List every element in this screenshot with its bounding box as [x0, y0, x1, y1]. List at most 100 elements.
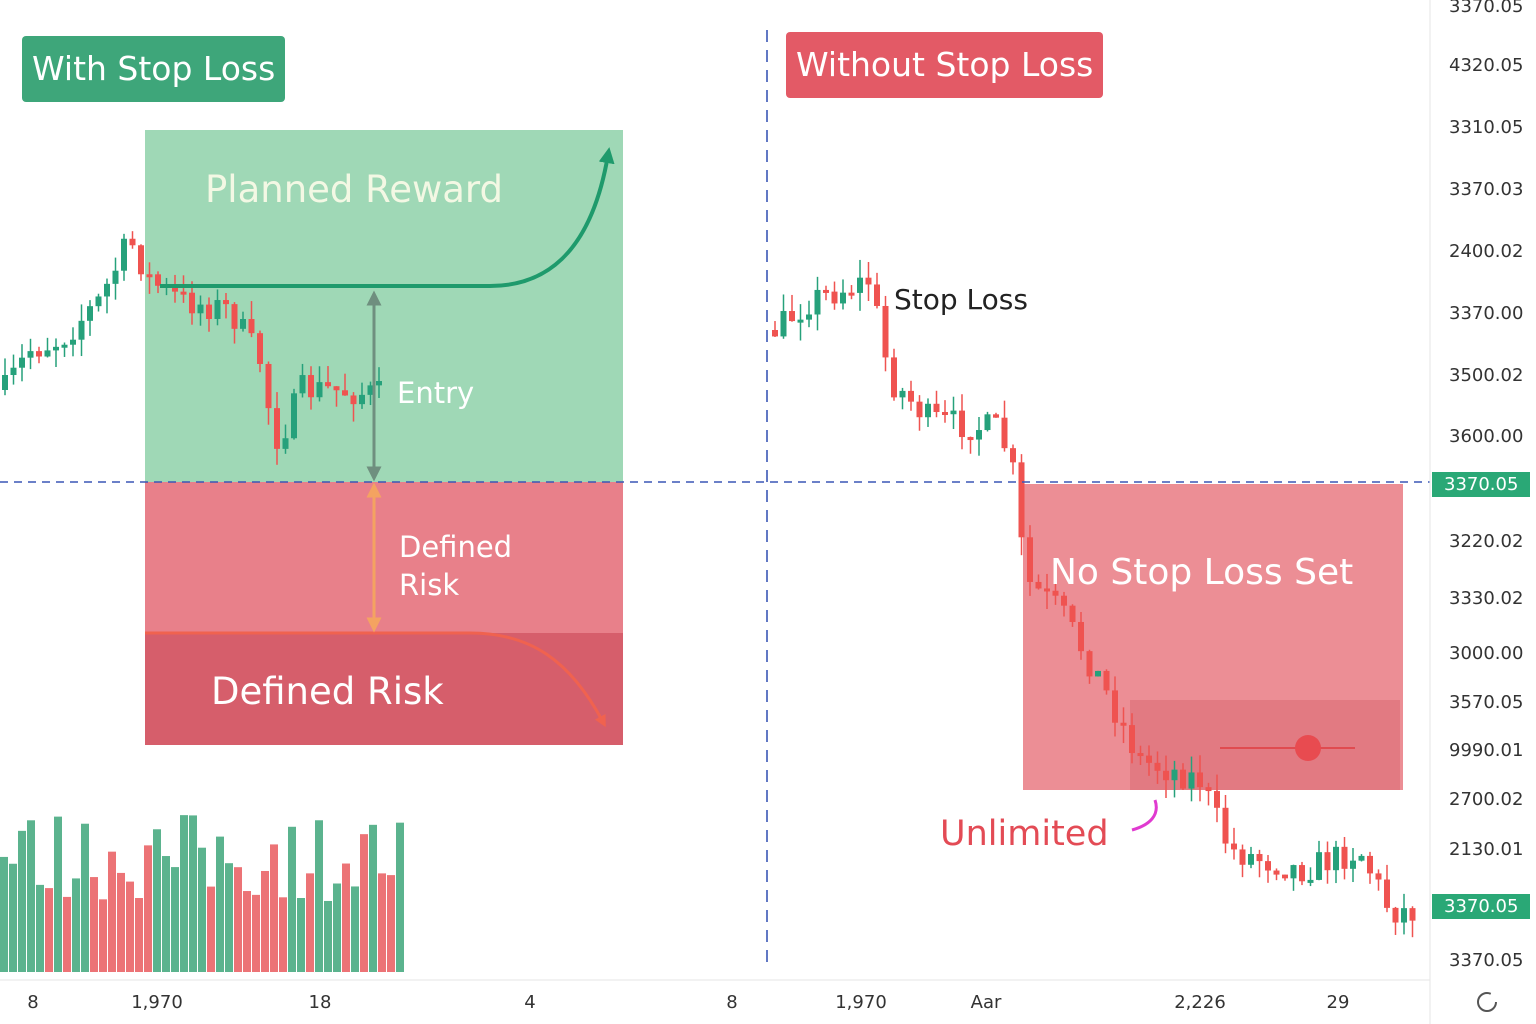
volume-bar: [225, 863, 233, 972]
candle: [342, 390, 348, 396]
candle: [180, 291, 187, 295]
candle: [155, 274, 161, 286]
volume-bar: [0, 856, 8, 972]
candle: [223, 300, 229, 305]
volume-bar: [306, 873, 314, 972]
candle: [1222, 807, 1229, 844]
candle: [1010, 448, 1016, 463]
candle: [53, 346, 59, 351]
candle: [27, 351, 34, 358]
candle: [1061, 595, 1067, 606]
candle: [1001, 417, 1008, 449]
volume-bars: [0, 815, 404, 972]
volume-bar: [72, 878, 80, 972]
candle: [121, 238, 127, 271]
time-label: Aar: [970, 992, 1002, 1013]
candle: [189, 292, 195, 314]
volume-bar: [333, 883, 341, 972]
candle: [129, 238, 136, 246]
volume-bar: [81, 823, 89, 972]
candle: [138, 245, 144, 275]
price-label: 3370.05: [1432, 472, 1531, 497]
candle: [316, 382, 323, 398]
volume-bar: [153, 829, 161, 972]
candle: [959, 410, 965, 438]
price-label: 3370.05: [1449, 0, 1524, 17]
candle: [1205, 787, 1212, 792]
volume-bar: [27, 820, 35, 972]
time-label: 1,970: [131, 992, 183, 1013]
candle: [1086, 651, 1093, 677]
candle: [1265, 861, 1271, 871]
volume-bar: [180, 815, 188, 972]
candle: [1324, 852, 1331, 871]
volume-bar: [99, 899, 107, 972]
volume-bar: [198, 847, 206, 972]
candle: [1316, 852, 1322, 880]
candle: [104, 283, 110, 297]
candle: [1282, 874, 1288, 879]
time-label: 4: [524, 992, 536, 1013]
candle: [967, 437, 974, 441]
candle: [2, 375, 8, 390]
volume-bar: [315, 820, 323, 972]
candle: [899, 390, 906, 398]
candle: [1112, 690, 1118, 723]
candle: [882, 305, 889, 358]
volume-bar: [162, 856, 170, 972]
candle: [95, 296, 102, 307]
reset-icon[interactable]: [1477, 992, 1497, 1012]
candle: [299, 375, 306, 394]
volume-bar: [252, 894, 260, 972]
candle: [376, 381, 382, 386]
no-stop-zone-deep: [1130, 700, 1400, 790]
time-label: 2,226: [1174, 992, 1226, 1013]
candle: [1231, 843, 1237, 850]
volume-bar: [351, 886, 359, 972]
time-label: 1,970: [835, 992, 887, 1013]
candle: [950, 410, 957, 415]
candle: [865, 277, 872, 285]
candle: [942, 412, 948, 416]
candle: [214, 300, 221, 319]
candle: [231, 304, 238, 329]
candle: [291, 393, 297, 439]
volume-bar: [297, 898, 305, 972]
volume-bar: [171, 867, 179, 972]
stop-loss-label: Stop Loss: [894, 283, 1028, 316]
candle: [10, 367, 17, 376]
volume-bar: [216, 836, 224, 972]
candle: [976, 430, 982, 440]
volume-bar: [378, 873, 386, 972]
candle: [1018, 462, 1025, 538]
candle: [1290, 865, 1297, 879]
candle: [1137, 753, 1144, 757]
candle: [359, 394, 365, 405]
reward-zone: [145, 130, 623, 482]
volume-bar: [279, 897, 287, 972]
price-label: 3370.05: [1432, 894, 1531, 919]
candle: [1358, 855, 1365, 861]
volume-bar: [342, 863, 350, 972]
entry-label: Entry: [397, 376, 475, 410]
candle: [1129, 725, 1135, 754]
candle: [308, 375, 314, 398]
candle: [333, 386, 340, 391]
candle: [1078, 621, 1084, 652]
candle: [1146, 755, 1152, 763]
price-label: 3310.05: [1449, 117, 1524, 138]
candle: [1214, 791, 1220, 808]
candle: [265, 363, 272, 409]
volume-bar: [261, 870, 269, 972]
no-stop-label: No Stop Loss Set: [1050, 552, 1354, 593]
volume-bar: [288, 826, 296, 972]
candle: [916, 401, 923, 418]
candle: [933, 403, 940, 413]
volume-bar: [90, 877, 98, 972]
candle: [874, 284, 880, 306]
candle: [772, 330, 778, 337]
volume-bar: [9, 863, 17, 972]
risk-label: Defined Risk: [211, 670, 444, 713]
candle: [61, 344, 68, 348]
candle: [1069, 605, 1076, 622]
